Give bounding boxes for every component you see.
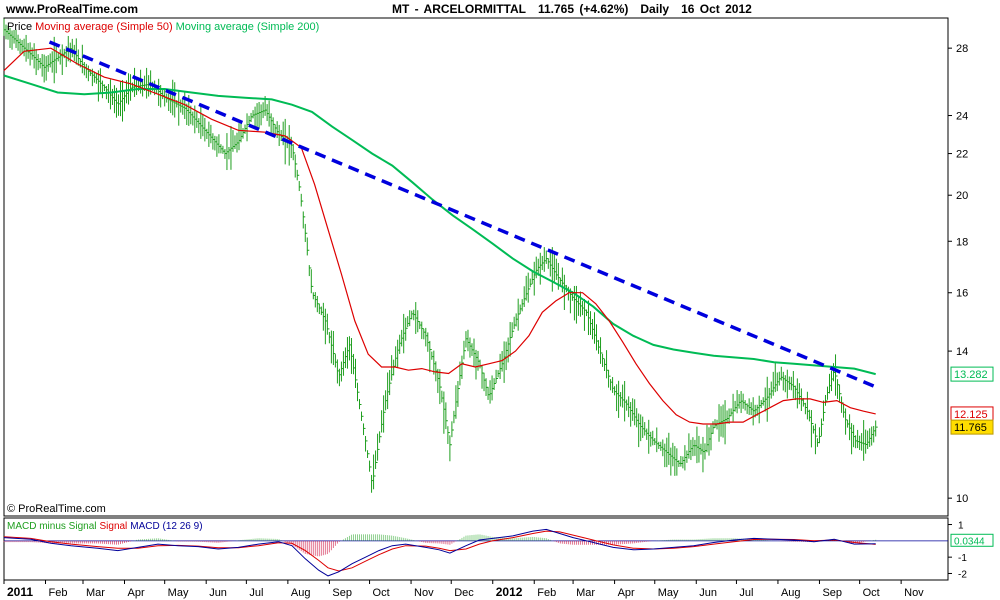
ma200-value-box bbox=[950, 366, 994, 382]
x-tick-label: Jun bbox=[209, 587, 227, 599]
legend-text: Price Moving average (Simple 50) Moving av… bbox=[7, 21, 319, 33]
x-tick-label: 2012 bbox=[496, 585, 523, 599]
legend-item: Price bbox=[7, 21, 32, 33]
site-name[interactable]: www.ProRealTime.com bbox=[6, 2, 139, 16]
period-label: Daily bbox=[640, 2, 670, 16]
macd-right-labels: 0.0344 bbox=[950, 533, 994, 547]
x-tick-label: Aug bbox=[781, 587, 801, 599]
x-tick-label: Nov bbox=[904, 587, 924, 599]
date-label: 16 Oct 2012 bbox=[681, 2, 752, 16]
x-tick-label: Sep bbox=[822, 587, 842, 599]
x-tick-label: Jul bbox=[249, 587, 263, 599]
x-tick-label: Sep bbox=[332, 587, 352, 599]
y-tick-label: 14 bbox=[956, 346, 968, 358]
y-tick-label: 16 bbox=[956, 288, 968, 300]
macd-tick-label: -1 bbox=[958, 553, 967, 564]
header-bar: www.ProRealTime.com MT - ARCELORMITTAL 11… bbox=[0, 0, 1000, 18]
y-tick-label: 22 bbox=[956, 149, 968, 161]
y-tick-label: 20 bbox=[956, 190, 968, 202]
quote-label: 11.765 (+4.62%) bbox=[537, 2, 629, 16]
x-axis: 2011 Feb Mar Apr May Jun Jul Aug Sep Oct Nov Dec 201… bbox=[3, 580, 924, 599]
macd-value-box bbox=[950, 533, 994, 547]
x-tick-label: Nov bbox=[414, 587, 434, 599]
x-tick-label: May bbox=[658, 587, 679, 599]
last-price-value: 11.765 bbox=[954, 422, 987, 434]
y-tick-label: 10 bbox=[956, 493, 968, 505]
y-tick-label: 18 bbox=[956, 236, 968, 248]
trendline[interactable] bbox=[48, 40, 877, 389]
macd-legend-item: MACD (12 26 9) bbox=[130, 521, 202, 532]
x-tick-label: May bbox=[168, 587, 189, 599]
legend-item: Moving average (Simple 50) bbox=[35, 21, 173, 33]
macd-legend-item: MACD minus Signal bbox=[7, 521, 96, 532]
y-tick-label: 24 bbox=[956, 111, 968, 123]
signal-line bbox=[3, 530, 876, 572]
x-tick-label: Oct bbox=[863, 587, 880, 599]
x-tick-label: Aug bbox=[291, 587, 311, 599]
macd-line bbox=[3, 528, 876, 577]
x-tick-label: Apr bbox=[618, 587, 635, 599]
x-tick-label: 2011 bbox=[7, 585, 33, 599]
chart-title: MT - ARCELORMITTAL 11.765 (+4.62%) Daily 16… bbox=[392, 2, 764, 16]
watermark: © ProRealTime.com bbox=[7, 503, 106, 515]
x-tick-label: Feb bbox=[537, 587, 556, 599]
x-tick-label: Apr bbox=[128, 587, 145, 599]
macd-panel[interactable] bbox=[3, 517, 949, 581]
macd-tick-label: 1 bbox=[958, 521, 964, 532]
macd-lines bbox=[3, 528, 876, 577]
macd-legend-text: MACD minus Signal Signal MACD (12 26 9) bbox=[7, 521, 203, 532]
ma200-value: 13.282 bbox=[954, 369, 988, 381]
x-tick-label: Mar bbox=[576, 587, 595, 599]
macd-tick-label: -2 bbox=[958, 569, 967, 580]
x-tick-label: Feb bbox=[49, 587, 68, 599]
macd-histogram bbox=[3, 534, 877, 557]
price-y-axis: 10 14 16 18 20 22 24 28 bbox=[948, 43, 968, 505]
x-tick-label: Mar bbox=[86, 587, 105, 599]
price-lines bbox=[3, 40, 877, 425]
macd-legend: MACD minus Signal Signal MACD (12 26 9) bbox=[7, 521, 203, 532]
y-tick-label: 28 bbox=[956, 43, 968, 55]
ma50-value: 12.125 bbox=[954, 409, 988, 421]
ma50-line bbox=[3, 47, 876, 425]
last-price-value-box bbox=[950, 419, 994, 435]
x-tick-label: Dec bbox=[454, 587, 474, 599]
x-tick-label: Jun bbox=[699, 587, 717, 599]
macd-legend-item: Signal bbox=[99, 521, 127, 532]
macd-value: 0.0344 bbox=[954, 536, 985, 547]
ma200-line bbox=[3, 74, 876, 376]
x-tick-label: Oct bbox=[373, 587, 390, 599]
price-panel[interactable] bbox=[3, 17, 949, 517]
legend-item: Moving average (Simple 200) bbox=[176, 21, 320, 33]
price-legend: Price Moving average (Simple 50) Moving av… bbox=[7, 21, 319, 33]
symbol-label: MT - ARCELORMITTAL bbox=[392, 2, 526, 16]
x-tick-label: Jul bbox=[739, 587, 753, 599]
